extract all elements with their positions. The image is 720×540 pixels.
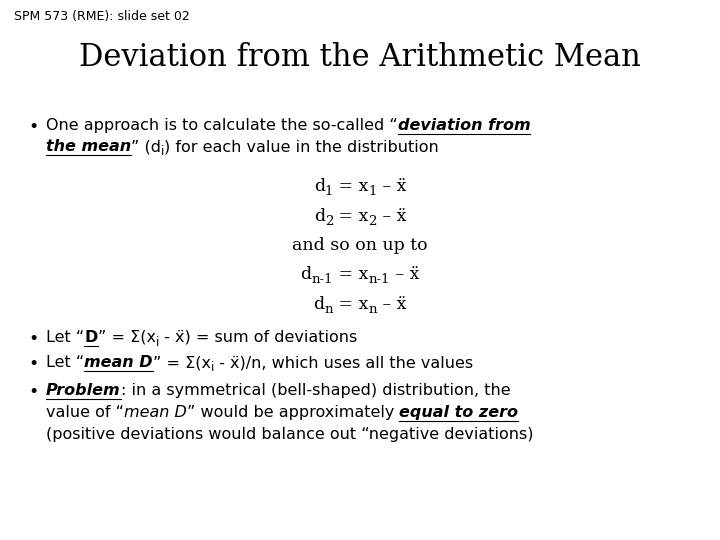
Text: Problem: Problem bbox=[46, 383, 121, 398]
Text: = x: = x bbox=[333, 296, 369, 313]
Text: •: • bbox=[28, 330, 38, 348]
Text: ” = Σ(x: ” = Σ(x bbox=[153, 355, 211, 370]
Text: SPM 573 (RME): slide set 02: SPM 573 (RME): slide set 02 bbox=[14, 10, 190, 23]
Text: – ẍ: – ẍ bbox=[377, 208, 406, 225]
Text: 1: 1 bbox=[325, 185, 333, 198]
Text: d: d bbox=[314, 178, 325, 195]
Text: •: • bbox=[28, 355, 38, 373]
Text: i: i bbox=[211, 361, 214, 374]
Text: i: i bbox=[156, 336, 159, 349]
Text: i: i bbox=[161, 145, 164, 158]
Text: : in a symmetrical (bell-shaped) distribution, the: : in a symmetrical (bell-shaped) distrib… bbox=[121, 383, 510, 398]
Text: •: • bbox=[28, 118, 38, 136]
Text: n: n bbox=[325, 303, 333, 316]
Text: Let “: Let “ bbox=[46, 355, 84, 370]
Text: – ẍ: – ẍ bbox=[390, 266, 420, 283]
Text: •: • bbox=[28, 383, 38, 401]
Text: 2: 2 bbox=[369, 215, 377, 228]
Text: D: D bbox=[84, 330, 98, 345]
Text: ” = Σ(x: ” = Σ(x bbox=[98, 330, 156, 345]
Text: = x: = x bbox=[333, 266, 369, 283]
Text: n: n bbox=[369, 303, 377, 316]
Text: and so on up to: and so on up to bbox=[292, 237, 428, 254]
Text: mean D: mean D bbox=[84, 355, 153, 370]
Text: 1: 1 bbox=[369, 185, 377, 198]
Text: Deviation from the Arithmetic Mean: Deviation from the Arithmetic Mean bbox=[79, 42, 641, 73]
Text: equal to zero: equal to zero bbox=[400, 405, 518, 420]
Text: deviation from: deviation from bbox=[397, 118, 531, 133]
Text: – ẍ: – ẍ bbox=[377, 178, 406, 195]
Text: mean D: mean D bbox=[124, 405, 187, 420]
Text: = x: = x bbox=[333, 208, 369, 225]
Text: - ẍ)/n, which uses all the values: - ẍ)/n, which uses all the values bbox=[214, 355, 473, 370]
Text: ” (d: ” (d bbox=[131, 139, 161, 154]
Text: d: d bbox=[314, 296, 325, 313]
Text: One approach is to calculate the so-called “: One approach is to calculate the so-call… bbox=[46, 118, 397, 133]
Text: the mean: the mean bbox=[46, 139, 131, 154]
Text: d: d bbox=[314, 208, 325, 225]
Text: = x: = x bbox=[333, 178, 369, 195]
Text: d: d bbox=[300, 266, 312, 283]
Text: ” would be approximately: ” would be approximately bbox=[187, 405, 400, 420]
Text: ) for each value in the distribution: ) for each value in the distribution bbox=[164, 139, 439, 154]
Text: – ẍ: – ẍ bbox=[377, 296, 406, 313]
Text: 2: 2 bbox=[325, 215, 333, 228]
Text: - ẍ) = sum of deviations: - ẍ) = sum of deviations bbox=[159, 330, 357, 345]
Text: n-1: n-1 bbox=[312, 273, 333, 286]
Text: (positive deviations would balance out “negative deviations): (positive deviations would balance out “… bbox=[46, 427, 534, 442]
Text: value of “: value of “ bbox=[46, 405, 124, 420]
Text: Let “: Let “ bbox=[46, 330, 84, 345]
Text: n-1: n-1 bbox=[369, 273, 390, 286]
